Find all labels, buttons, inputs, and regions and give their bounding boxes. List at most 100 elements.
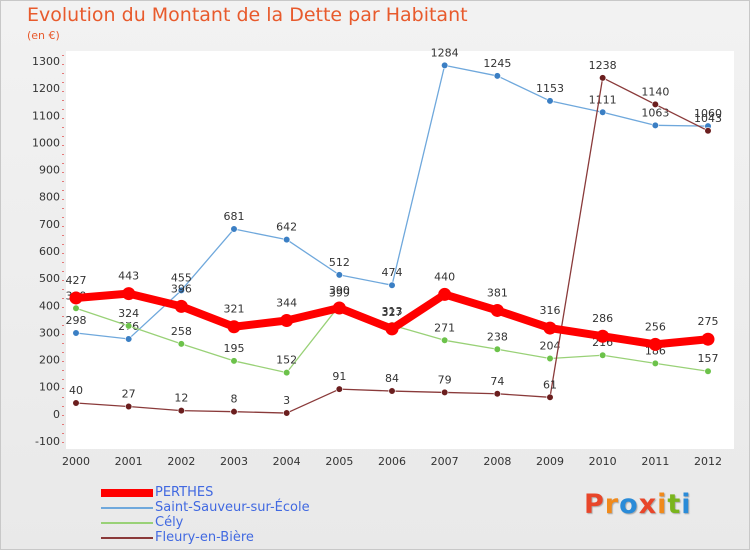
data-point: [230, 408, 238, 416]
legend-label: Saint-Sauveur-sur-École: [155, 500, 310, 515]
data-label: 1245: [483, 57, 511, 70]
x-tick-label: 2001: [115, 455, 143, 468]
data-label: 313: [382, 305, 403, 318]
data-point: [704, 127, 712, 135]
data-point: [651, 100, 659, 109]
data-label: 1140: [641, 85, 669, 98]
proxiti-logo: Proxiti: [584, 489, 692, 520]
data-label: 1043: [694, 112, 722, 125]
data-point: [441, 61, 449, 69]
legend-swatch: [101, 507, 153, 509]
x-tick-label: 2006: [378, 455, 406, 468]
data-point: [599, 108, 607, 116]
data-point: [648, 337, 662, 351]
data-point: [701, 332, 715, 346]
data-label: 474: [382, 266, 403, 279]
y-tick-label: 600: [39, 245, 60, 258]
data-label: 195: [224, 342, 245, 355]
y-tick-label: 400: [39, 299, 60, 312]
data-point: [493, 345, 501, 353]
data-point: [230, 357, 238, 365]
y-tick-label: -100: [35, 435, 60, 448]
data-label: 344: [276, 296, 297, 309]
y-tick-label: 1000: [32, 136, 60, 149]
data-point: [441, 388, 449, 397]
data-point: [283, 409, 291, 417]
data-point: [493, 72, 501, 80]
x-tick-label: 2004: [273, 455, 301, 468]
data-point: [177, 340, 185, 348]
legend-swatch: [101, 489, 153, 497]
data-point: [599, 74, 607, 82]
x-tick-label: 2012: [694, 455, 722, 468]
data-point: [122, 287, 136, 301]
y-tick-label: 200: [39, 354, 60, 367]
logo-letter: t: [667, 489, 682, 520]
x-tick-label: 2010: [589, 455, 617, 468]
data-point: [227, 320, 241, 334]
data-label: 256: [645, 320, 666, 333]
data-point: [651, 121, 659, 129]
data-label: 271: [434, 321, 455, 334]
data-point: [493, 390, 501, 398]
data-label: 27: [122, 388, 136, 401]
x-tick-label: 2005: [325, 455, 353, 468]
legend-label: PERTHES: [155, 485, 214, 500]
data-label: 390: [329, 284, 350, 297]
data-point: [543, 321, 557, 335]
y-tick-label: 1200: [32, 82, 60, 95]
data-point: [546, 97, 554, 105]
legend-label: Cély: [155, 515, 184, 530]
data-point: [490, 303, 504, 317]
data-label: 440: [434, 270, 455, 283]
data-label: 455: [171, 271, 192, 284]
data-label: 79: [438, 373, 452, 386]
data-point: [125, 402, 133, 411]
data-label: 40: [69, 384, 83, 397]
data-label: 8: [231, 393, 238, 406]
data-point: [388, 387, 396, 395]
data-point: [546, 393, 554, 401]
x-tick-label: 2000: [62, 455, 90, 468]
y-tick-label: 500: [39, 272, 60, 285]
data-label: 381: [487, 286, 508, 299]
x-tick-label: 2007: [431, 455, 459, 468]
data-point: [177, 286, 185, 294]
logo-letter: i: [657, 489, 668, 520]
legend-swatch: [101, 522, 153, 524]
data-point: [385, 322, 399, 336]
data-point: [441, 336, 449, 344]
data-label: 152: [276, 354, 297, 367]
data-label: 1284: [431, 46, 459, 59]
data-label: 327: [382, 306, 403, 319]
y-tick-label: 1300: [32, 55, 60, 68]
y-tick-label: 100: [39, 381, 60, 394]
logo-letter: r: [604, 489, 620, 520]
data-point: [72, 329, 80, 337]
x-tick-label: 2002: [167, 455, 195, 468]
data-point: [332, 301, 346, 315]
data-point: [335, 385, 343, 393]
data-point: [177, 407, 185, 415]
data-label: 84: [385, 372, 399, 385]
data-point: [174, 299, 188, 313]
data-point: [599, 351, 607, 359]
data-label: 1153: [536, 82, 564, 95]
data-point: [651, 359, 659, 367]
data-label: 74: [490, 375, 504, 388]
x-tick-label: 2011: [641, 455, 669, 468]
data-label: 316: [540, 304, 561, 317]
y-tick-label: 300: [39, 326, 60, 339]
logo-letter: P: [584, 489, 605, 520]
data-point: [704, 367, 712, 375]
data-point: [596, 329, 610, 343]
data-point: [283, 236, 291, 244]
y-tick-label: 800: [39, 191, 60, 204]
data-point: [388, 281, 396, 289]
x-tick-label: 2008: [483, 455, 511, 468]
data-label: 399: [329, 287, 350, 300]
data-label: 681: [224, 210, 245, 223]
y-tick-label: 0: [53, 408, 60, 421]
data-label: 1060: [694, 107, 722, 120]
